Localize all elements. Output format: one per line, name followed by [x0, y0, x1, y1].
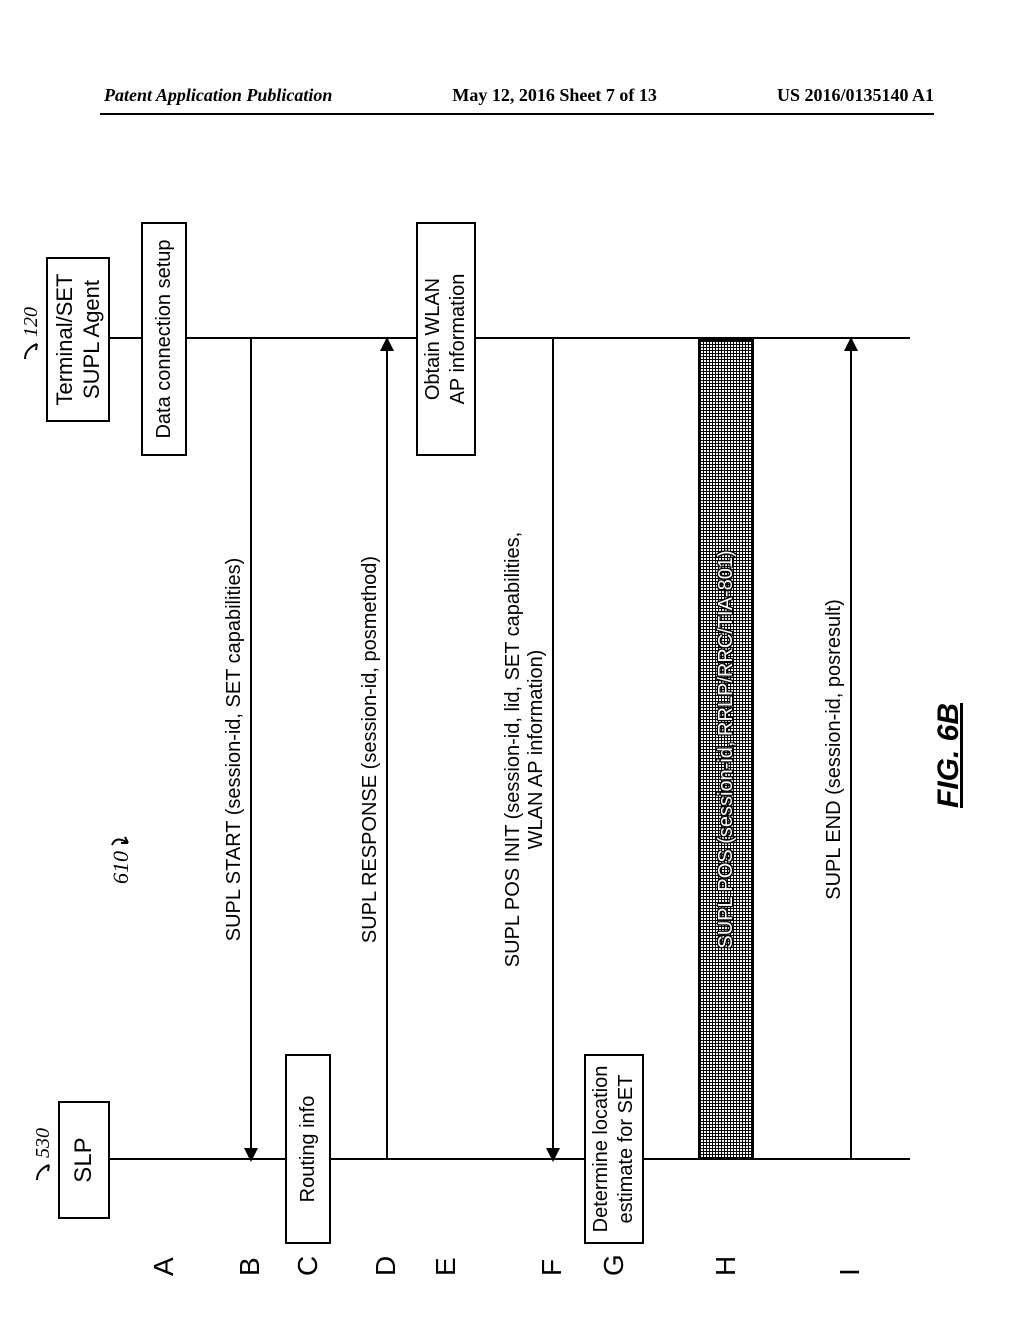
message-arrow-I: SUPL END (session-id, posresult)	[850, 339, 852, 1160]
leader-icon	[108, 822, 132, 850]
ref-530: 530	[32, 1128, 55, 1182]
row-letter-E: E	[430, 1257, 462, 1276]
page-header: Patent Application Publication May 12, 2…	[104, 85, 934, 106]
page: Patent Application Publication May 12, 2…	[0, 0, 1024, 1320]
ref-120: 120	[20, 307, 43, 361]
ref-530-text: 530	[32, 1128, 55, 1158]
actor-slp-label: SLP	[69, 1137, 99, 1182]
step-box-A: Data connection setup	[141, 222, 187, 456]
message-arrow-F: SUPL POS INIT (session-id, lid, SET capa…	[552, 339, 554, 1160]
actor-slp: SLP	[58, 1101, 110, 1219]
leader-icon	[23, 337, 41, 361]
arrowhead-left-icon	[546, 1148, 560, 1162]
arrowhead-left-icon	[244, 1148, 258, 1162]
message-text-I: SUPL END (session-id, posresult)	[823, 339, 846, 1160]
message-text-D: SUPL RESPONSE (session-id, posmethod)	[359, 339, 382, 1160]
ref-610-text: 610	[108, 851, 133, 884]
row-letter-B: B	[234, 1257, 266, 1276]
header-right: US 2016/0135140 A1	[777, 85, 934, 106]
row-letter-H: H	[710, 1256, 742, 1276]
arrowhead-right-icon	[380, 337, 394, 351]
message-arrow-B: SUPL START (session-id, SET capabilities…	[250, 339, 252, 1160]
row-letter-A: A	[148, 1257, 180, 1276]
hatched-text-H: SUPL POS (session-id, RRLP/RRC/TIA-801)	[715, 550, 738, 948]
ref-120-text: 120	[20, 307, 43, 337]
sequence-diagram: 530 120 610 SLP Terminal	[22, 334, 1002, 1144]
actor-terminal-label: Terminal/SET SUPL Agent	[51, 273, 106, 405]
leader-icon	[35, 1158, 53, 1182]
row-letter-C: C	[292, 1256, 324, 1276]
figure-caption: FIG. 6B	[932, 703, 966, 808]
step-box-E: Obtain WLAN AP information	[416, 222, 476, 456]
row-letter-I: I	[834, 1268, 866, 1276]
header-divider	[100, 113, 934, 115]
actor-terminal: Terminal/SET SUPL Agent	[46, 257, 110, 422]
header-center: May 12, 2016 Sheet 7 of 13	[452, 85, 656, 106]
step-box-G: Determine location estimate for SET	[584, 1054, 644, 1244]
row-letter-G: G	[598, 1254, 630, 1276]
ref-610: 610	[108, 822, 134, 885]
row-letter-D: D	[370, 1256, 402, 1276]
hatched-band-H: SUPL POS (session-id, RRLP/RRC/TIA-801)	[698, 339, 754, 1160]
row-letter-F: F	[536, 1259, 568, 1276]
message-text-F: SUPL POS INIT (session-id, lid, SET capa…	[502, 339, 548, 1160]
arrowhead-right-icon	[844, 337, 858, 351]
header-left: Patent Application Publication	[104, 85, 332, 106]
message-text-B: SUPL START (session-id, SET capabilities…	[223, 339, 246, 1160]
message-arrow-D: SUPL RESPONSE (session-id, posmethod)	[386, 339, 388, 1160]
step-box-C: Routing info	[285, 1054, 331, 1244]
